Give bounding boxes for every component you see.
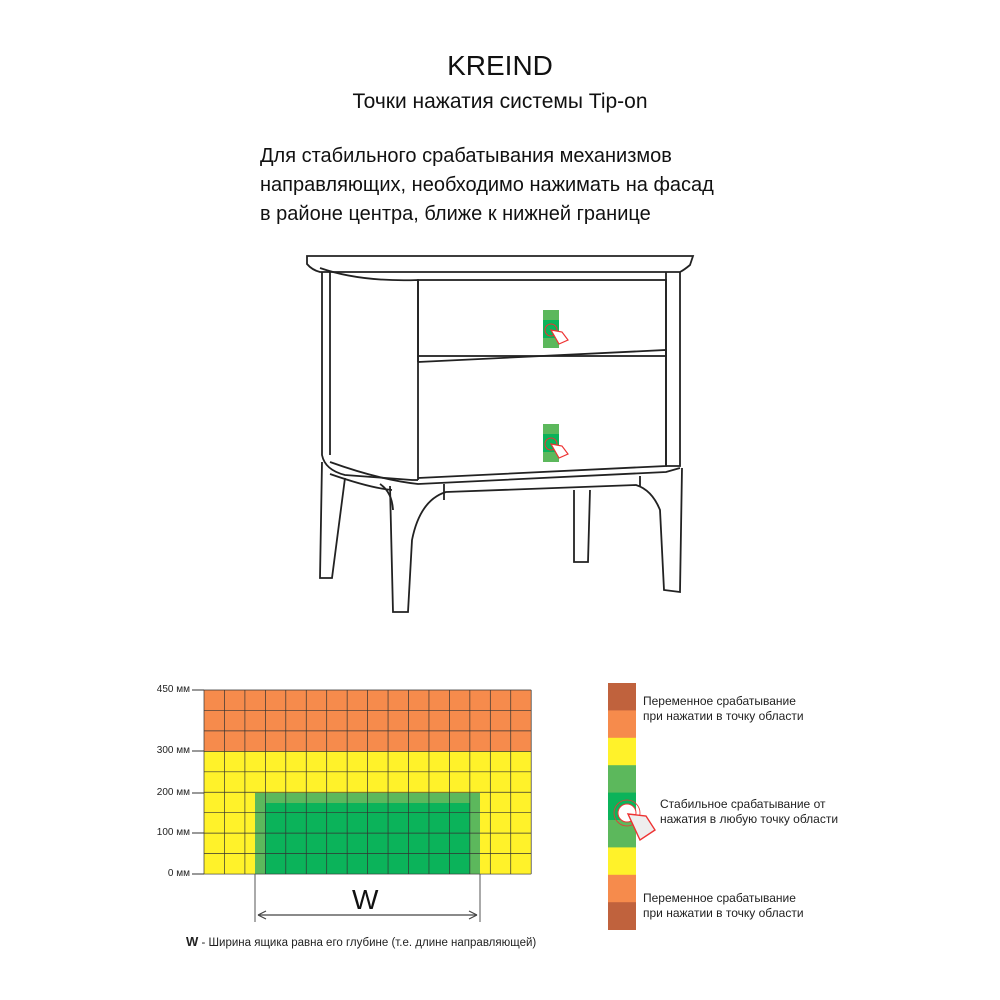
nightstand-drawing [306,255,695,613]
legend-variable-bottom: Переменное срабатывание при нажатии в точ… [643,891,804,921]
arrowheads [257,910,478,920]
legend-swatch [608,683,636,711]
y-label-450: 450 мм [156,684,190,695]
legend-swatch [608,902,636,930]
legend-bar [608,683,656,930]
instruction-line-1: Для стабильного срабатывания механизмов [260,145,672,167]
press-marker-bottom-drawer [543,424,569,462]
press-marker-top-drawer [543,310,569,348]
legend-variable-top: Переменное срабатывание при нажатии в точ… [643,694,804,724]
legend-text: при нажатии в точку области [643,709,804,723]
legend-swatch [608,874,636,903]
legend-text: Переменное срабатывание [643,891,796,905]
legend-swatch [608,820,636,848]
legend-stable: Стабильное срабатывание от нажатия в любу… [660,797,838,827]
legend-swatch [608,737,636,766]
y-label-300: 300 мм [156,745,190,756]
legend-text: Переменное срабатывание [643,694,796,708]
width-note-text: - Ширина ящика равна его глубине (т.е. д… [198,937,537,949]
legend-text: Стабильное срабатывание от [660,797,826,811]
legend-swatch [608,765,636,793]
legend-text: при нажатии в точку области [643,906,804,920]
y-label-100: 100 мм [156,827,190,838]
y-label-0: 0 мм [167,868,190,879]
instruction-line-3: в районе центра, ближе к нижней границе [260,203,651,225]
y-label-200: 200 мм [156,787,190,798]
press-ripple-icon [613,799,641,827]
width-note: W - Ширина ящика равна его глубине (т.е.… [186,934,536,949]
legend-swatch [608,710,636,739]
hand-pointer-icon [626,813,656,842]
subtitle: Точки нажатия системы Tip-on [352,90,648,113]
legend-swatch [608,847,636,876]
press-zone-grid [192,689,532,922]
width-label: W [352,884,379,915]
width-note-key: W [186,934,199,949]
brand-title: KREIND [447,50,553,81]
legend-text: нажатия в любую точку области [660,812,839,826]
instruction-line-2: направляющих, необходимо нажимать на фас… [260,174,714,196]
